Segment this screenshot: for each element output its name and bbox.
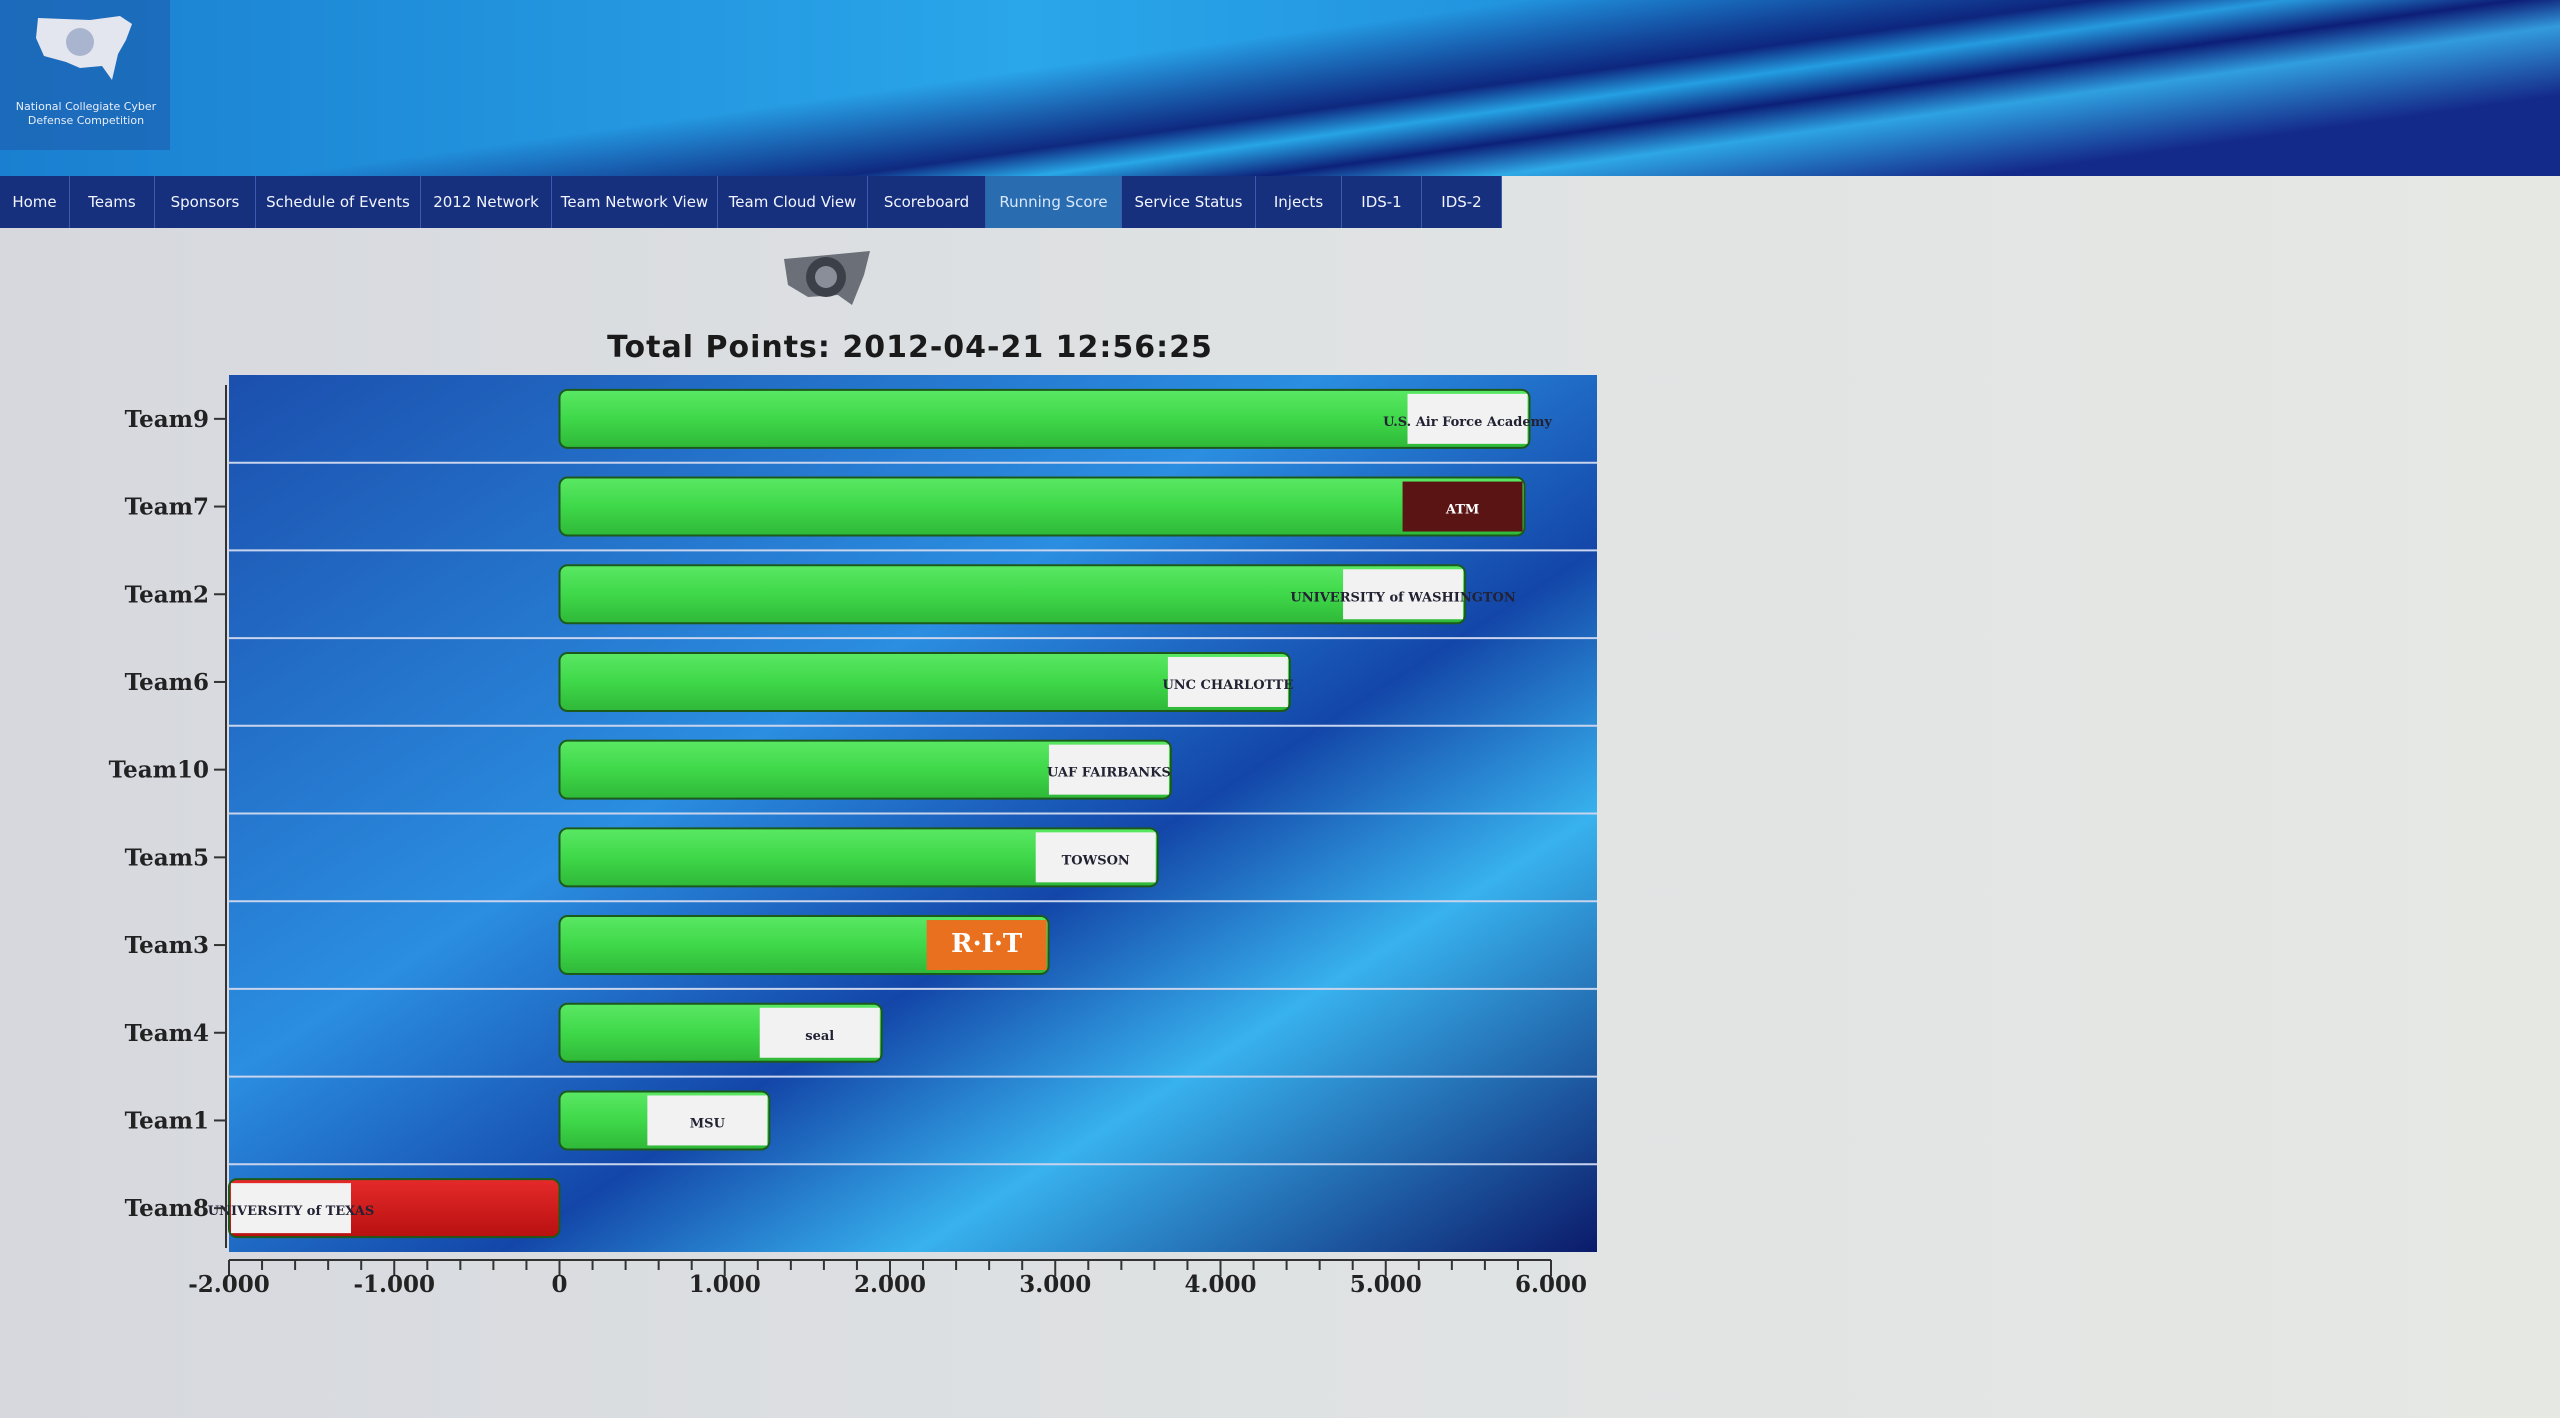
y-tick-label: Team6 (125, 669, 209, 696)
nav-item-team-network-view[interactable]: Team Network View (552, 176, 718, 228)
y-tick-label: Team3 (125, 932, 209, 959)
bar-team3 (558, 915, 1050, 976)
team-logo-text: R·I·T (951, 929, 1023, 959)
y-tick-label: Team9 (125, 406, 209, 433)
bar-team6 (558, 651, 1291, 712)
nav-item-running-score[interactable]: Running Score (986, 176, 1122, 228)
x-tick-label: -2.000 (188, 1271, 270, 1298)
main-nav: Home Teams Sponsors Schedule of Events 2012 … (0, 176, 1502, 228)
bar-team5 (558, 827, 1159, 888)
nav-item-schedule-of-events[interactable]: Schedule of Events (256, 176, 421, 228)
team-logo-text: TOWSON (1062, 853, 1130, 868)
y-tick-label: Team5 (125, 844, 209, 871)
team-logo-text: ATM (1445, 503, 1479, 518)
x-tick-label: 0 (551, 1271, 567, 1298)
bar-team10 (558, 739, 1172, 800)
bar-team7 (558, 476, 1526, 537)
y-tick-label: Team1 (125, 1107, 209, 1134)
nav-item-service-status[interactable]: Service Status (1122, 176, 1256, 228)
header-banner: National Collegiate Cyber Defense Compet… (0, 0, 2560, 176)
team-logo-text: U.S. Air Force Academy (1383, 415, 1552, 430)
chart-title: Total Points: 2012-04-21 12:56:25 (607, 330, 1213, 365)
bar-team9 (558, 388, 1531, 449)
nav-item-2012-network[interactable]: 2012 Network (421, 176, 552, 228)
team-logo-team4 (759, 1007, 880, 1058)
nav-item-ids-1[interactable]: IDS-1 (1342, 176, 1422, 228)
y-tick-label: Team2 (125, 581, 209, 608)
y-tick-label: Team4 (125, 1020, 209, 1047)
x-tick-label: 4.000 (1184, 1271, 1256, 1298)
team-logo-text: UNIVERSITY of TEXAS (208, 1204, 375, 1219)
nav-item-injects[interactable]: Injects (1256, 176, 1342, 228)
y-tick-label: Team10 (109, 757, 209, 784)
usa-map-icon (36, 16, 132, 80)
team-logo-text: UAF FAIRBANKS (1047, 766, 1171, 781)
team-logo-team8 (231, 1183, 351, 1234)
bar-team2 (558, 564, 1467, 625)
y-tick-label: Team7 (125, 494, 209, 521)
team-logo-team9 (1407, 393, 1528, 444)
team-logo-text: UNIVERSITY of WASHINGTON (1290, 590, 1515, 605)
logo-text: National Collegiate Cyber Defense Compet… (15, 100, 157, 127)
team-logo-team3 (926, 920, 1047, 971)
team-logo-text: UNC CHARLOTTE (1162, 678, 1293, 693)
x-tick-label: 1.000 (689, 1271, 761, 1298)
team-logo-text: MSU (690, 1116, 726, 1131)
team-logo-team10 (1048, 744, 1169, 795)
x-tick-label: 6.000 (1515, 1271, 1587, 1298)
y-tick-label: Team8 (125, 1195, 209, 1222)
x-tick-label: 5.000 (1350, 1271, 1422, 1298)
team-logo-team5 (1035, 832, 1156, 883)
team-logo-team2 (1343, 569, 1464, 620)
x-tick-label: 3.000 (1019, 1271, 1091, 1298)
nav-item-sponsors[interactable]: Sponsors (155, 176, 256, 228)
team-logo-team6 (1167, 656, 1288, 707)
nav-item-home[interactable]: Home (0, 176, 70, 228)
nav-item-scoreboard[interactable]: Scoreboard (868, 176, 986, 228)
team-logo-team1 (647, 1095, 768, 1146)
ccdc-logo[interactable]: National Collegiate Cyber Defense Compet… (0, 0, 170, 150)
team-logo-team7 (1402, 481, 1523, 532)
nav-item-teams[interactable]: Teams (70, 176, 155, 228)
ccdc-globe-icon (784, 251, 870, 305)
nav-item-ids-2[interactable]: IDS-2 (1422, 176, 1502, 228)
team-logo-text: seal (805, 1029, 834, 1044)
nav-item-team-cloud-view[interactable]: Team Cloud View (718, 176, 868, 228)
x-tick-label: -1.000 (353, 1271, 435, 1298)
x-tick-label: 2.000 (854, 1271, 926, 1298)
